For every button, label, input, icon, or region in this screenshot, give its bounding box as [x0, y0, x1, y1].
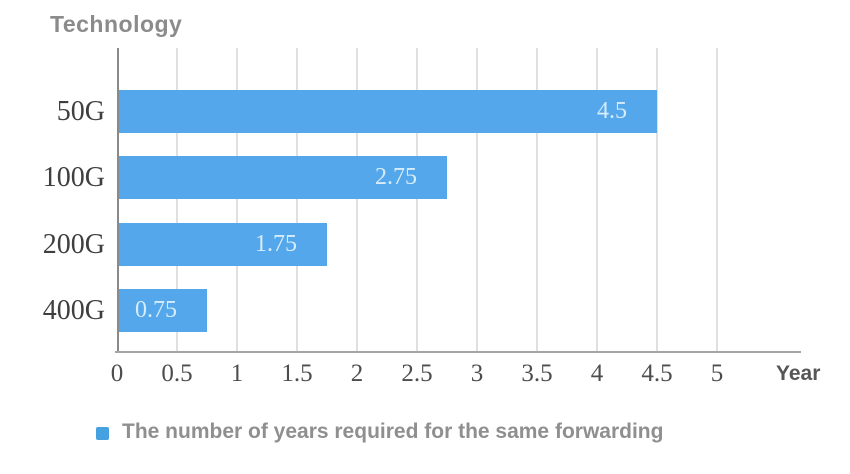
x-tick-label: 4.5 [641, 360, 673, 387]
gridline [296, 48, 298, 352]
bar-200G: 1.75 [117, 223, 327, 266]
x-tick-label: 2 [350, 360, 364, 387]
gridline [176, 48, 178, 352]
legend-marker-icon [96, 426, 109, 440]
x-axis-tick-labels: 0 0.5 1 1.5 2 2.5 3 3.5 4 4.5 5 [111, 360, 724, 390]
chart-title: Technology [50, 11, 183, 37]
bar-50G: 4.5 [117, 90, 657, 133]
gridline [536, 48, 538, 352]
category-label-400G: 400G [42, 295, 105, 326]
x-tick-label: 4 [590, 360, 604, 387]
category-label-100G: 100G [42, 162, 105, 193]
legend: The number of years required for the sam… [96, 420, 663, 444]
x-axis-title: Year [776, 362, 821, 385]
category-label-50G: 50G [56, 96, 105, 127]
gridline [656, 48, 658, 352]
bar-value-label: 2.75 [375, 164, 417, 190]
category-label-200G: 200G [42, 229, 105, 260]
x-tick-label: 1 [230, 360, 244, 387]
gridline [596, 48, 598, 352]
x-tick-label: 3.5 [521, 360, 553, 387]
y-axis-line [117, 48, 119, 353]
x-tick-label: 0 [110, 360, 124, 387]
bar-value-label: 0.75 [135, 297, 177, 323]
gridline [716, 48, 718, 352]
gridline [236, 48, 238, 352]
y-axis-category-labels: 50G 100G 200G 400G [0, 48, 105, 352]
x-tick-label: 5 [710, 360, 724, 387]
bar-100G: 2.75 [117, 156, 447, 199]
gridline [416, 48, 418, 352]
gridline [476, 48, 478, 352]
gridline [356, 48, 358, 352]
x-tick-label: 1.5 [281, 360, 313, 387]
bar-400G: 0.75 [117, 289, 207, 332]
plot-area: 4.5 2.75 1.75 0.75 [117, 48, 718, 352]
legend-label: The number of years required for the sam… [122, 420, 664, 443]
x-axis-line [115, 351, 801, 353]
x-tick-label: 2.5 [401, 360, 433, 387]
x-tick-label: 3 [470, 360, 484, 387]
x-tick-label: 0.5 [161, 360, 193, 387]
bar-value-label: 1.75 [255, 231, 297, 257]
bar-value-label: 4.5 [597, 98, 627, 124]
